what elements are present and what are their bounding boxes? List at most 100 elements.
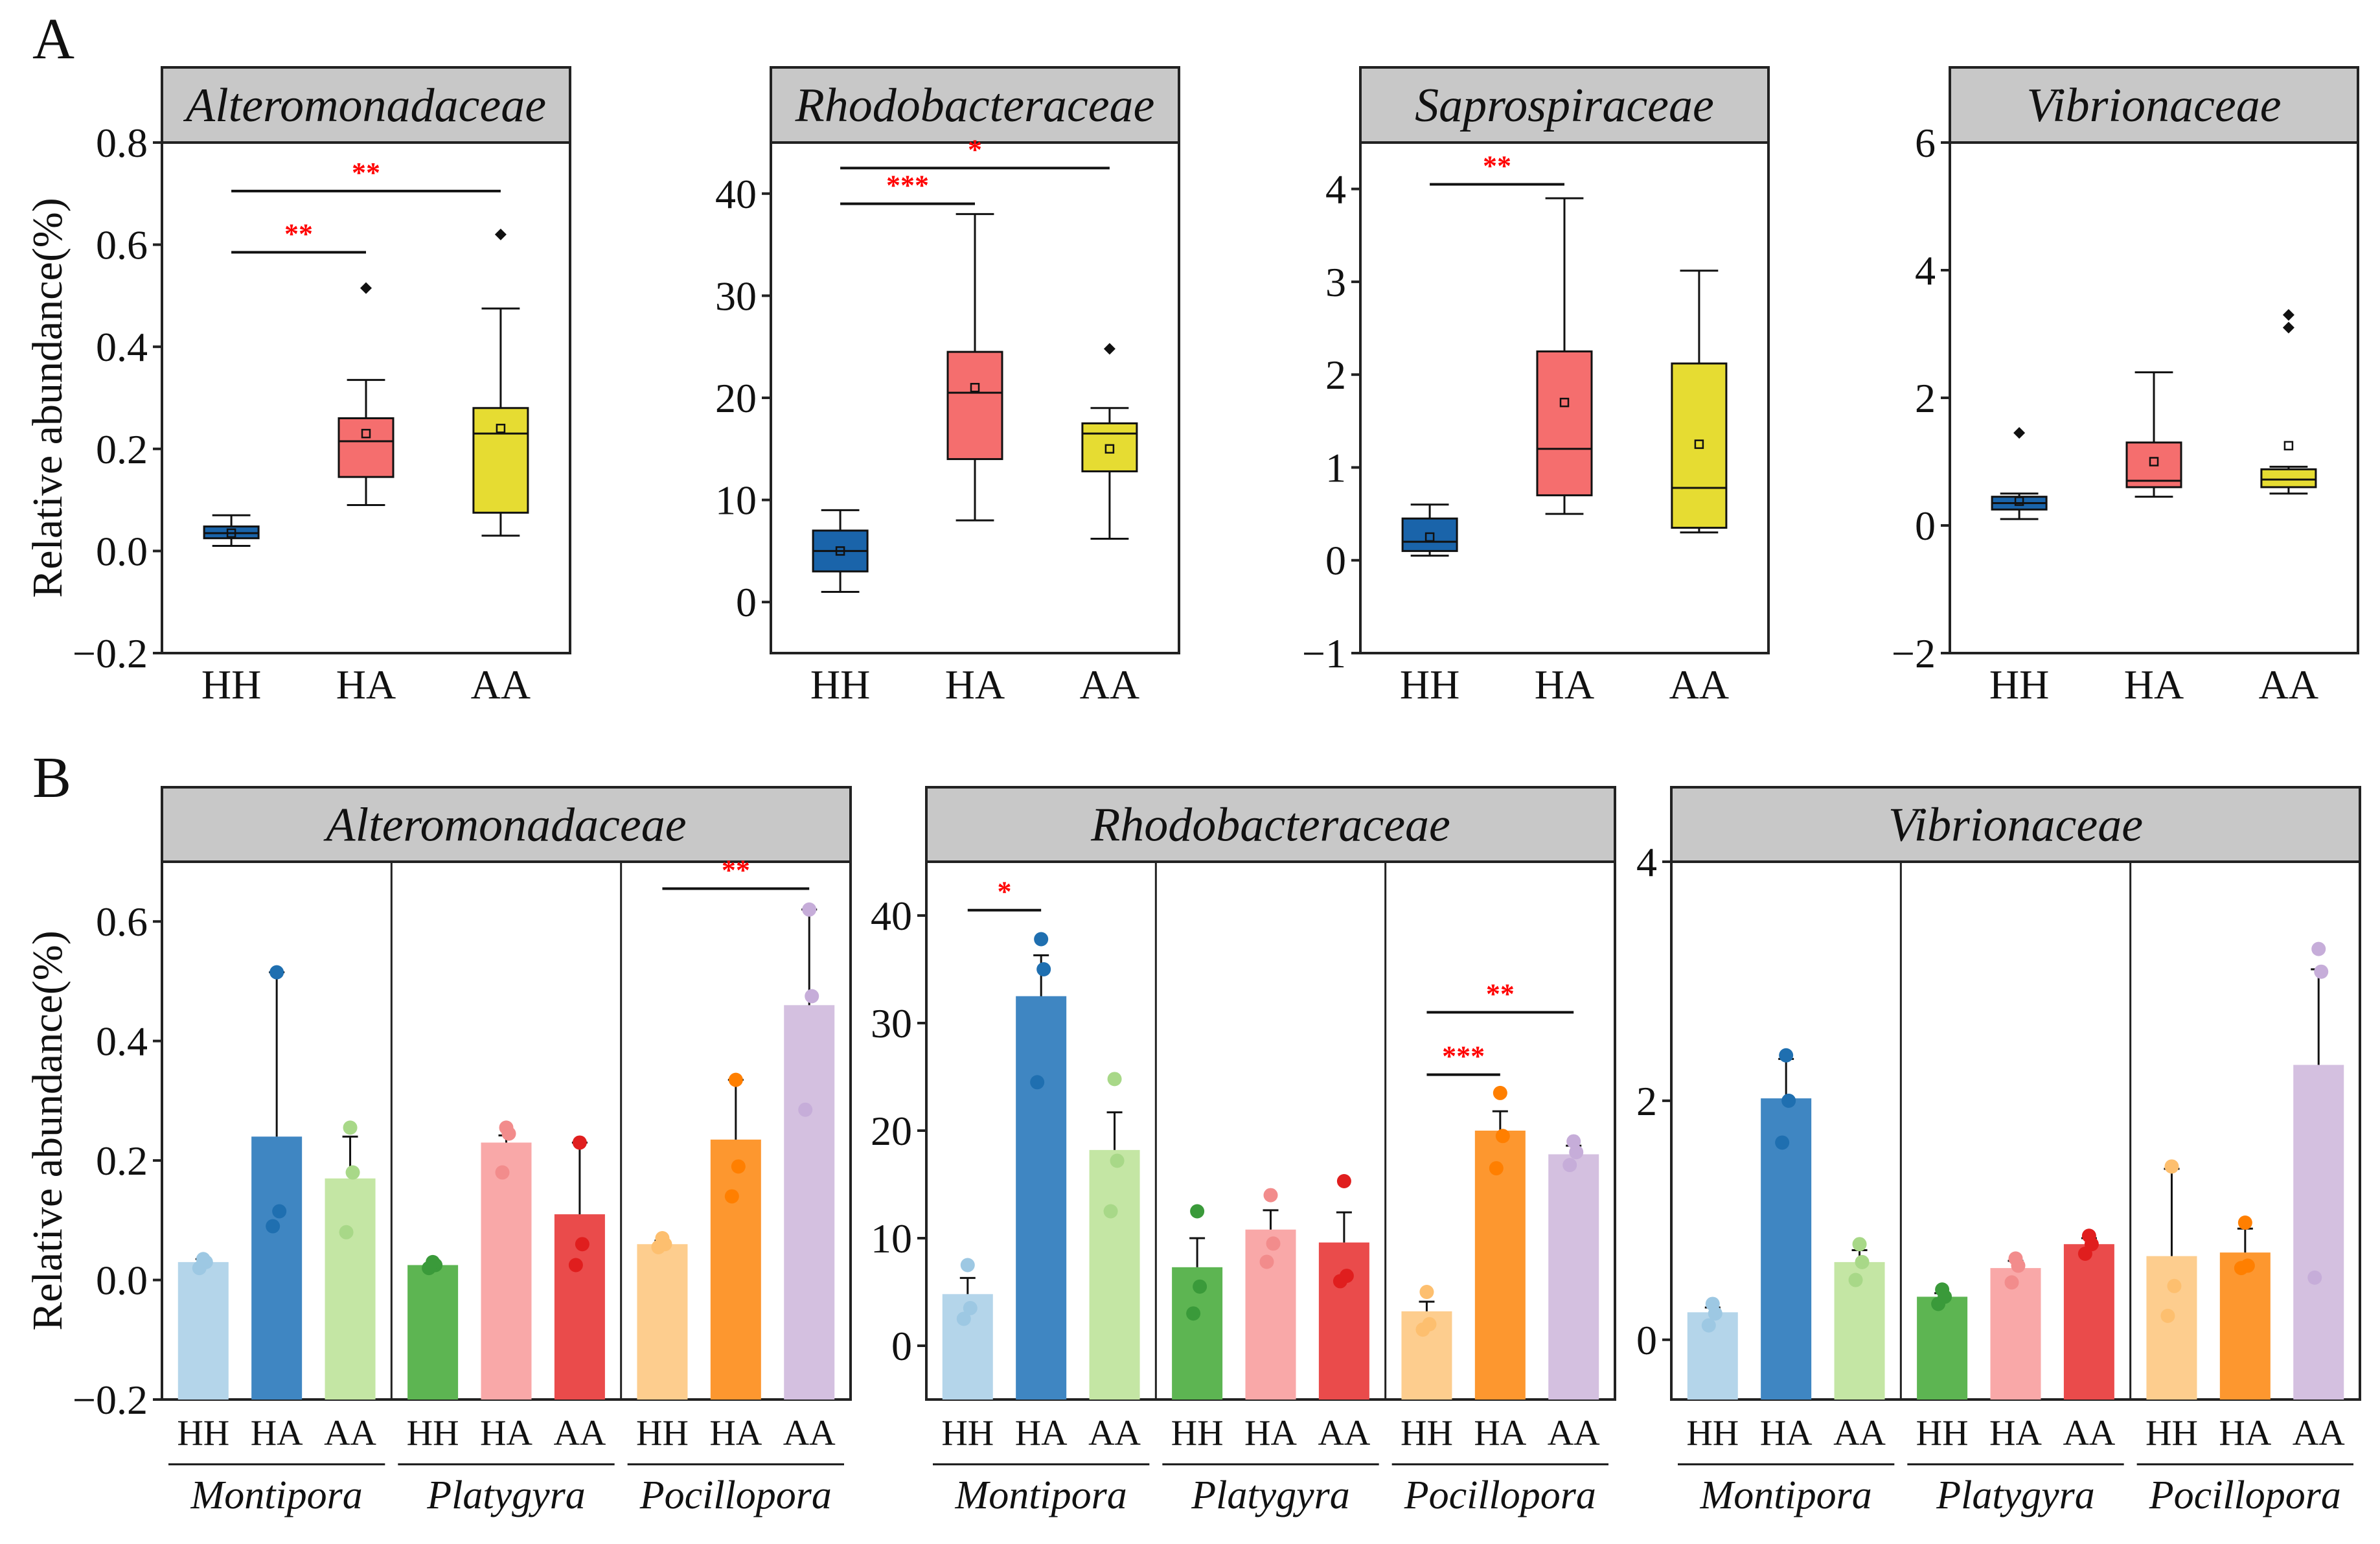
y-tick-label: 10 [871,1216,912,1262]
data-point [2164,1159,2179,1174]
data-point [1562,1158,1577,1173]
bar-Pocillopora-HA [710,1072,761,1400]
y-tick-label: 6 [1915,120,1936,166]
x-tick-label: HH [1400,662,1459,708]
group-label: Montipora [955,1473,1127,1517]
bar-Montipora-HA [1761,1048,1812,1400]
y-tick-label: 0.0 [96,528,148,574]
bar-rect [1548,1154,1599,1400]
mean-marker [835,546,845,556]
x-tick-label: HA [480,1413,532,1453]
box-AA [1671,270,1728,534]
x-tick-label: HH [941,1413,994,1453]
data-point [1107,1072,1122,1087]
bar-rect [1245,1229,1296,1400]
bar-rect [637,1244,688,1400]
box-AA [2260,308,2317,495]
bar-rect [784,1005,835,1400]
bar-Platygyra-HA [481,1120,532,1400]
bar-rect [1016,996,1067,1400]
box-chart-title: Rhodobacteraceae [795,79,1155,132]
significance-label: *** [886,170,929,202]
iqr-box [2260,468,2317,489]
bar-rect [251,1136,303,1400]
x-tick-label: AA [1088,1413,1141,1453]
x-tick-label: HA [1989,1413,2042,1453]
y-tick-label: 0.4 [96,324,148,370]
box-header-bar [1949,66,2359,144]
y-tick-label: 0 [736,579,757,625]
y-tick-label: 0 [1915,503,1936,549]
data-point [1110,1153,1125,1168]
box-HH [203,514,260,547]
box-chart-title: Vibrionaceae [2026,79,2281,132]
data-point [1339,1269,1354,1284]
bar-rect [1318,1242,1369,1400]
mean-marker [496,424,506,433]
group-label: Platygyra [426,1473,586,1517]
bar-Montipora-HH [1687,1296,1738,1400]
box-chart-3: Vibrionaceae −2 0 2 4 6 HH HA AA [1892,66,2359,708]
bar-Platygyra-AA [1318,1174,1369,1400]
box-plot-frame [161,141,571,654]
box-plot-frame [1359,141,1770,654]
significance-label: ** [352,157,380,189]
x-tick-label: AA [553,1413,606,1453]
box-header-bar [770,66,1180,144]
y-tick-label: 30 [715,273,757,319]
bar-rect [710,1139,761,1400]
x-tick-label: HH [1686,1413,1739,1453]
y-tick-label: 0.2 [96,1138,148,1184]
y-tick-label: 0.6 [96,899,148,945]
outlier-point [2282,308,2294,321]
data-point [798,1102,813,1117]
data-point [728,1072,743,1087]
x-tick-label: HA [251,1413,303,1453]
data-point [805,989,819,1004]
data-point [2167,1278,2182,1293]
data-point [1779,1048,1794,1063]
iqr-box [1401,517,1458,552]
y-tick-label: −0.2 [73,630,148,676]
y-tick-label: −2 [1892,630,1936,676]
y-tick-label: 10 [715,478,757,524]
group-label: Pocillopora [1404,1473,1596,1517]
box-HA [2125,371,2182,498]
data-point [655,1231,670,1245]
data-point [1036,962,1051,976]
iqr-box [338,417,395,478]
outlier-point [2013,427,2026,439]
x-tick-label: HA [2219,1413,2271,1453]
data-point [1259,1254,1274,1269]
data-point [343,1120,358,1135]
data-point [1495,1129,1510,1144]
y-tick-label: 3 [1325,259,1346,305]
y-tick-label: 0.8 [96,120,148,166]
panel-label-a: A [32,7,74,71]
x-tick-label: AA [471,662,531,708]
bar-rect [2293,1065,2344,1400]
y-tick-label: 0 [1636,1317,1657,1363]
bar-Platygyra-HA [1245,1188,1296,1400]
mean-marker [1694,439,1704,449]
bar-Montipora-HH [177,1252,229,1400]
data-point [2081,1228,2096,1243]
x-tick-label: AA [2063,1413,2115,1453]
mean-marker [970,382,980,393]
y-tick-label: 4 [1325,167,1346,213]
x-tick-label: HA [1244,1413,1297,1453]
mean-marker [1559,397,1570,408]
x-tick-label: HH [1401,1413,1453,1453]
data-point [1419,1285,1434,1299]
bar-rect [1474,1131,1526,1400]
x-tick-label: HH [2145,1413,2198,1453]
data-point [2240,1258,2255,1273]
bar-Pocillopora-HA [2219,1216,2271,1400]
y-tick-label: 40 [871,893,912,939]
x-tick-label: AA [1318,1413,1370,1453]
x-tick-label: HH [177,1413,229,1453]
x-tick-label: HH [1989,662,2049,708]
data-point [1566,1134,1581,1149]
bar-rect [325,1178,376,1400]
